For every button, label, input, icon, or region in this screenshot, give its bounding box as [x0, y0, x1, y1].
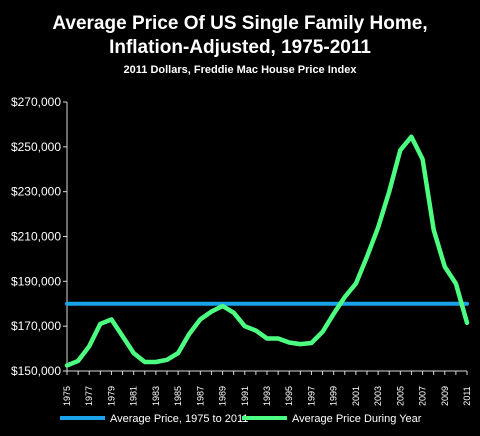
x-tick-label: 2011: [462, 386, 472, 405]
x-tick-label: 1995: [284, 386, 294, 406]
x-tick-label: 1981: [129, 386, 139, 406]
series-line-average-during-year: [64, 134, 470, 368]
y-tick-label: $190,000: [11, 274, 61, 288]
chart-title-line1: Average Price Of US Single Family Home,: [52, 13, 427, 34]
x-axis-ticks: 1975 1977 1979 1981 1983 1985 1987 1989 1991 1993…: [62, 371, 472, 406]
y-tick-label: $230,000: [11, 185, 61, 199]
x-tick-label: 1999: [329, 386, 339, 406]
series-lines: [64, 134, 470, 368]
x-tick-label: 1997: [306, 386, 316, 406]
legend-label: Average Price During Year: [292, 413, 422, 425]
x-tick-label: 1975: [62, 386, 72, 406]
x-tick-label: 1979: [106, 386, 116, 406]
x-tick-label: 2007: [418, 386, 428, 406]
chart-title-line2: Inflation-Adjusted, 1975-2011: [109, 37, 371, 58]
x-tick-label: 2001: [351, 386, 361, 406]
x-tick-label: 1983: [151, 386, 161, 406]
x-tick-label: 2005: [395, 386, 405, 406]
y-tick-label: $250,000: [11, 140, 61, 154]
y-tick-label: $170,000: [11, 319, 61, 333]
x-tick-label: 1987: [195, 386, 205, 406]
x-tick-label: 1977: [84, 386, 94, 406]
y-tick-label: $150,000: [11, 364, 61, 378]
y-axis-ticks: $150,000 $170,000 $190,000 $210,000 $230,000…: [11, 95, 67, 378]
legend: Average Price, 1975 to 2011 Average Price…: [60, 413, 422, 425]
y-tick-label: $210,000: [11, 230, 61, 244]
chart-subtitle: 2011 Dollars, Freddie Mac House Price In…: [124, 64, 358, 76]
x-tick-label: 1993: [262, 386, 272, 406]
x-tick-label: 1985: [173, 386, 183, 406]
legend-label: Average Price, 1975 to 2011: [110, 413, 248, 425]
x-tick-label: 1989: [218, 386, 228, 406]
x-tick-label: 2003: [373, 386, 383, 406]
y-tick-label: $270,000: [11, 95, 61, 109]
x-tick-label: 1991: [240, 386, 250, 406]
x-tick-label: 2009: [440, 386, 450, 406]
